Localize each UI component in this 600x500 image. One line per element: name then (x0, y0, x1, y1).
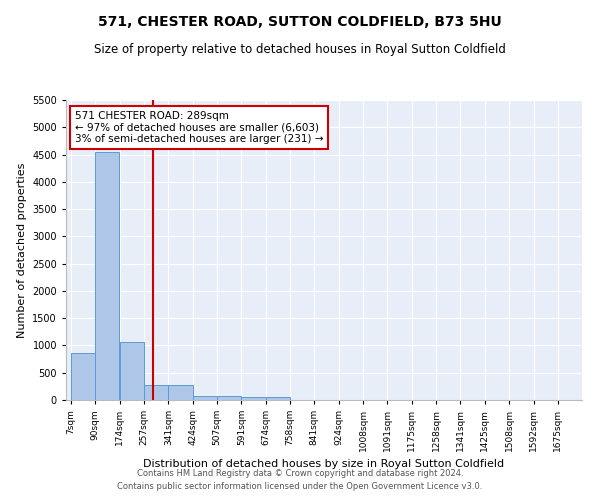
Bar (169, 386, 193, 400)
Bar (241, 398, 266, 400)
Text: Contains HM Land Registry data © Crown copyright and database right 2024.: Contains HM Land Registry data © Crown c… (137, 468, 463, 477)
Bar (71, 352, 95, 400)
Bar (217, 396, 241, 400)
Bar (266, 398, 290, 400)
Text: 571 CHESTER ROAD: 289sqm
← 97% of detached houses are smaller (6,603)
3% of semi: 571 CHESTER ROAD: 289sqm ← 97% of detach… (75, 111, 323, 144)
Text: Contains public sector information licensed under the Open Government Licence v3: Contains public sector information licen… (118, 482, 482, 491)
Bar (95, 152, 119, 400)
Bar (120, 342, 144, 400)
Bar (144, 384, 168, 400)
Y-axis label: Number of detached properties: Number of detached properties (17, 162, 26, 338)
Text: 571, CHESTER ROAD, SUTTON COLDFIELD, B73 5HU: 571, CHESTER ROAD, SUTTON COLDFIELD, B73… (98, 15, 502, 29)
Text: Size of property relative to detached houses in Royal Sutton Coldfield: Size of property relative to detached ho… (94, 42, 506, 56)
X-axis label: Distribution of detached houses by size in Royal Sutton Coldfield: Distribution of detached houses by size … (143, 460, 505, 469)
Bar (193, 396, 217, 400)
